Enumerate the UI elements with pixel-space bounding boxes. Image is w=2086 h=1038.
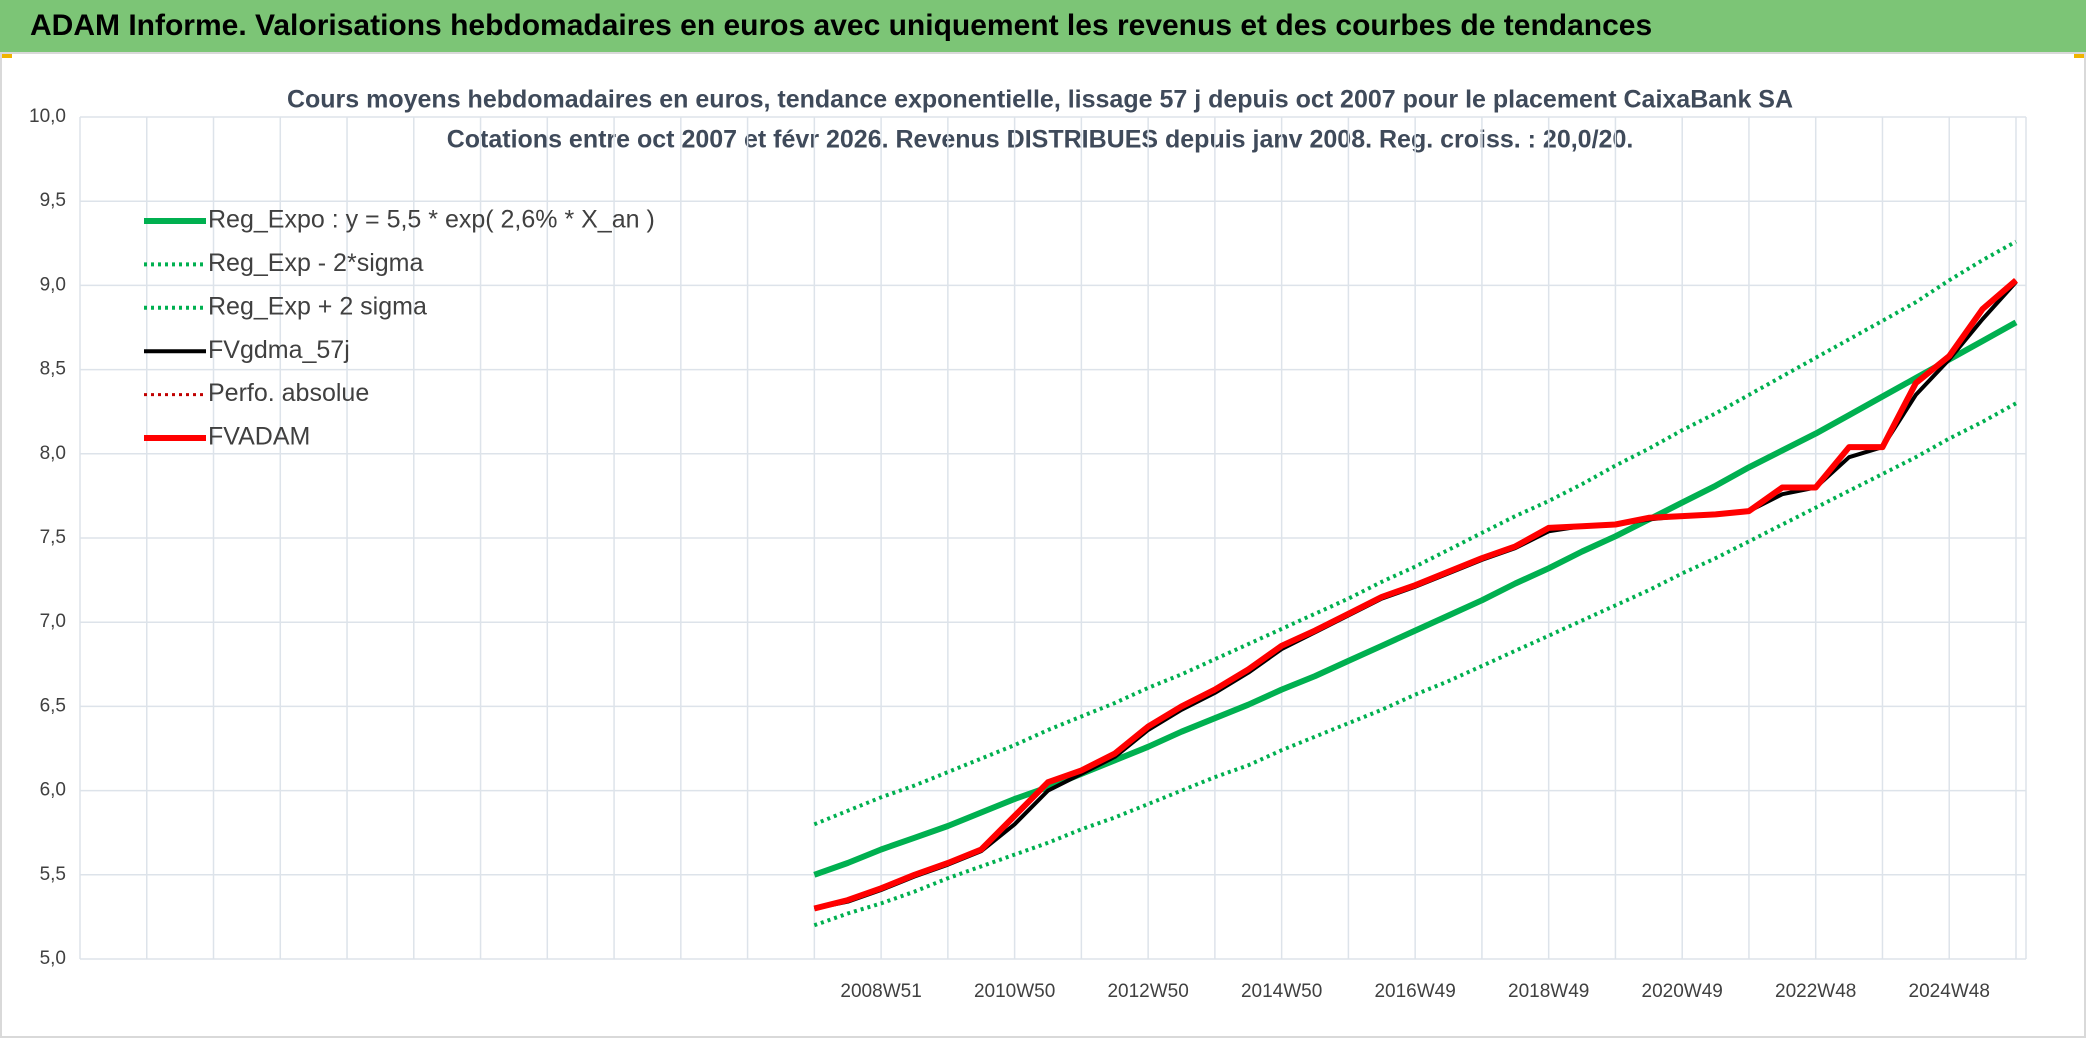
legend-label: FVgdma_57j <box>208 336 350 364</box>
chart-frame <box>0 52 2086 1038</box>
legend-label: FVADAM <box>208 423 310 451</box>
y-tick-label: 6,0 <box>40 780 66 801</box>
legend-label: Reg_Exp - 2*sigma <box>208 249 423 277</box>
x-tick-label: 2024W48 <box>1909 981 1990 1002</box>
legend-label: Perfo. absolue <box>208 379 369 407</box>
y-tick-label: 7,5 <box>40 527 66 548</box>
y-tick-label: 5,5 <box>40 864 66 885</box>
corner-mark <box>2074 52 2086 58</box>
series-line <box>813 278 2018 912</box>
corner-mark <box>0 52 12 58</box>
header-title: ADAM Informe. Valorisations hebdomadaire… <box>0 0 2086 52</box>
y-tick-label: 5,0 <box>40 948 66 969</box>
legend-label: Reg_Exp + 2 sigma <box>208 292 427 320</box>
y-tick-label: 7,0 <box>40 611 66 632</box>
x-tick-label: 2016W49 <box>1374 981 1455 1002</box>
x-tick-label: 2022W48 <box>1775 981 1856 1002</box>
y-tick-label: 10,0 <box>29 106 66 127</box>
x-tick-label: 2014W50 <box>1241 981 1322 1002</box>
chart-subtitle: Cotations entre oct 2007 et févr 2026. R… <box>447 126 1634 154</box>
y-tick-label: 6,5 <box>40 695 66 716</box>
grid <box>79 116 2027 960</box>
x-tick-label: 2012W50 <box>1107 981 1188 1002</box>
y-tick-label: 8,5 <box>40 359 66 380</box>
x-tick-label: 2018W49 <box>1508 981 1589 1002</box>
x-tick-label: 2010W50 <box>974 981 1055 1002</box>
x-tick-label: 2008W51 <box>840 981 921 1002</box>
y-tick-label: 9,5 <box>40 190 66 211</box>
series-line <box>813 401 2017 928</box>
y-tick-label: 9,0 <box>40 274 66 295</box>
x-tick-label: 2020W49 <box>1642 981 1723 1002</box>
legend-label: Reg_Expo : y = 5,5 * exp( 2,6% * X_an ) <box>208 206 655 234</box>
chart-title: Cours moyens hebdomadaires en euros, ten… <box>287 86 1793 114</box>
series-line <box>813 319 2018 878</box>
y-tick-label: 8,0 <box>40 443 66 464</box>
